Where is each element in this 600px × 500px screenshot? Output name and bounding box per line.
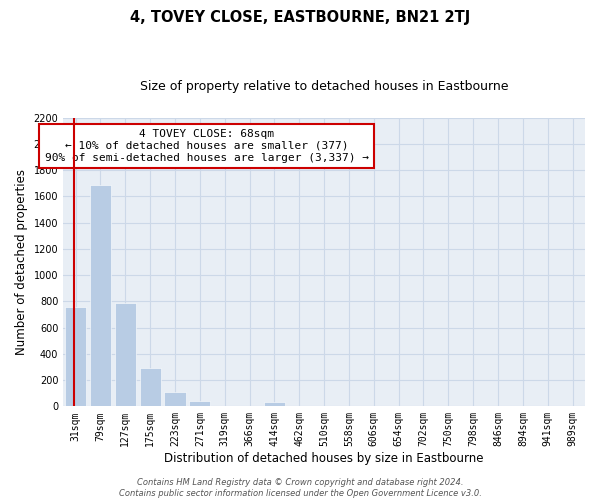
Bar	[115, 302, 136, 406]
Bar	[164, 392, 185, 406]
Title: Size of property relative to detached houses in Eastbourne: Size of property relative to detached ho…	[140, 80, 508, 93]
Text: 4, TOVEY CLOSE, EASTBOURNE, BN21 2TJ: 4, TOVEY CLOSE, EASTBOURNE, BN21 2TJ	[130, 10, 470, 25]
Bar	[90, 184, 111, 406]
Bar	[189, 402, 211, 406]
Y-axis label: Number of detached properties: Number of detached properties	[15, 169, 28, 355]
Bar	[65, 306, 86, 406]
Text: Contains HM Land Registry data © Crown copyright and database right 2024.
Contai: Contains HM Land Registry data © Crown c…	[119, 478, 481, 498]
Bar	[264, 402, 285, 406]
Text: 4 TOVEY CLOSE: 68sqm
← 10% of detached houses are smaller (377)
90% of semi-deta: 4 TOVEY CLOSE: 68sqm ← 10% of detached h…	[44, 130, 368, 162]
Bar	[140, 368, 161, 406]
X-axis label: Distribution of detached houses by size in Eastbourne: Distribution of detached houses by size …	[164, 452, 484, 465]
